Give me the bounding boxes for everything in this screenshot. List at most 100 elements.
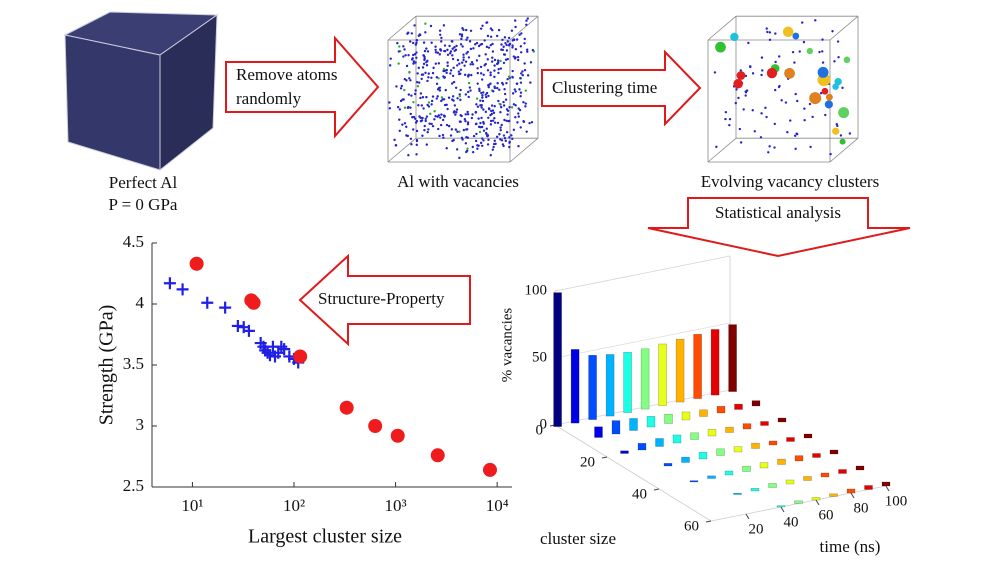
- bar: [742, 423, 752, 430]
- atom: [414, 121, 418, 124]
- atom: [503, 118, 506, 122]
- y-axis-label: cluster size: [540, 529, 616, 548]
- atom: [475, 41, 479, 45]
- atom: [436, 51, 440, 54]
- atom: [433, 118, 436, 121]
- atom: [728, 117, 732, 121]
- atom: [500, 123, 503, 127]
- atom: [479, 99, 482, 102]
- bar: [829, 493, 838, 497]
- atom: [803, 107, 806, 110]
- arrow-label: Remove atoms: [236, 65, 338, 84]
- atom: [502, 61, 506, 65]
- atom: [414, 43, 418, 46]
- cluster: [843, 56, 851, 64]
- atom: [495, 62, 499, 66]
- atom: [528, 121, 531, 125]
- bar: [716, 448, 725, 456]
- atom: [493, 117, 496, 120]
- atom: [505, 119, 508, 123]
- bar: [734, 403, 743, 410]
- atom: [398, 118, 401, 121]
- atom: [525, 23, 528, 26]
- atom: [422, 41, 426, 44]
- atom: [451, 47, 454, 50]
- x-tick: [850, 492, 855, 499]
- atom: [496, 59, 500, 62]
- atom: [491, 148, 495, 151]
- atom: [414, 89, 417, 92]
- atom: [418, 81, 421, 84]
- bar: [707, 429, 717, 437]
- atom: [429, 112, 432, 116]
- atom: [518, 108, 522, 112]
- atom: [452, 138, 455, 142]
- atom: [493, 139, 496, 142]
- atom: [480, 91, 483, 95]
- atom: [468, 86, 472, 89]
- data-point: [176, 283, 189, 296]
- atom: [481, 144, 484, 147]
- atom: [503, 92, 507, 96]
- data-point: [339, 400, 354, 415]
- atom: [449, 50, 453, 53]
- atom: [445, 123, 449, 127]
- atom: [489, 35, 493, 39]
- atom: [511, 69, 514, 73]
- atom: [466, 112, 470, 116]
- atom: [465, 149, 469, 152]
- atom: [404, 54, 407, 57]
- atom: [458, 130, 461, 133]
- atom: [463, 118, 467, 121]
- atom: [478, 89, 481, 93]
- atom: [476, 147, 479, 150]
- atom: [396, 105, 400, 109]
- atom: [437, 87, 441, 90]
- cluster: [839, 138, 846, 145]
- atom: [405, 134, 408, 137]
- atom: [479, 72, 483, 75]
- bar: [716, 406, 726, 414]
- atom: [808, 102, 812, 106]
- atom: [394, 144, 398, 147]
- atom: [397, 62, 400, 65]
- atom: [464, 60, 468, 63]
- atom: [744, 94, 747, 97]
- box-edge: [387, 137, 417, 163]
- atom: [513, 19, 517, 22]
- atom: [472, 134, 476, 138]
- atom: [505, 81, 508, 85]
- bar: [751, 442, 760, 449]
- step-label: Al with vacancies: [397, 172, 519, 191]
- bar: [623, 352, 632, 413]
- atom: [481, 137, 484, 140]
- y-tick: [601, 456, 608, 459]
- data-point: [293, 349, 308, 364]
- atom: [402, 98, 405, 101]
- y-tick-label: 4.5: [123, 232, 144, 251]
- step-label: Evolving vacancy clusters: [701, 172, 879, 191]
- atom: [455, 148, 459, 151]
- arrow-label: Clustering time: [552, 78, 657, 97]
- y-tick-label: 20: [580, 454, 595, 470]
- x-tick-label: 10²: [283, 496, 305, 515]
- bar: [664, 413, 673, 424]
- atom: [811, 115, 814, 119]
- atom: [466, 36, 469, 39]
- atom: [451, 98, 454, 101]
- atom: [485, 95, 488, 99]
- cluster: [817, 66, 829, 78]
- atom: [530, 121, 534, 124]
- atom: [459, 88, 462, 92]
- atom: [794, 92, 797, 96]
- bar: [725, 426, 734, 433]
- y-tick: [653, 488, 660, 491]
- atom: [443, 44, 447, 47]
- atom: [431, 95, 435, 98]
- atom: [519, 45, 523, 48]
- atom: [492, 90, 495, 93]
- atom: [502, 53, 506, 56]
- x-tick-label: 10³: [385, 496, 407, 515]
- atom: [484, 131, 488, 135]
- atom: [467, 95, 470, 99]
